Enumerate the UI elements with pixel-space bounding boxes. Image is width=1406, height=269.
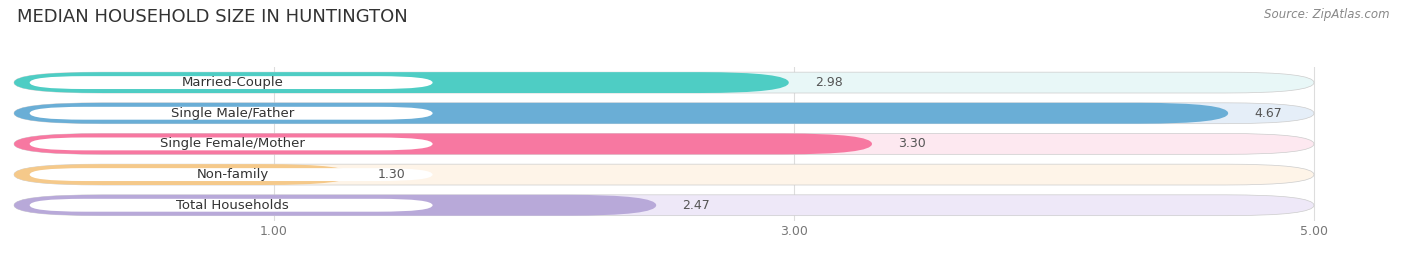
FancyBboxPatch shape — [14, 164, 1315, 185]
Text: Single Female/Mother: Single Female/Mother — [160, 137, 305, 150]
Text: 1.30: 1.30 — [378, 168, 406, 181]
Text: 4.67: 4.67 — [1254, 107, 1282, 120]
Text: 2.47: 2.47 — [682, 199, 710, 212]
Text: 3.30: 3.30 — [898, 137, 925, 150]
Text: Non-family: Non-family — [197, 168, 269, 181]
FancyBboxPatch shape — [14, 133, 1315, 154]
FancyBboxPatch shape — [14, 133, 872, 154]
FancyBboxPatch shape — [14, 195, 657, 216]
Text: Total Households: Total Households — [176, 199, 288, 212]
Text: MEDIAN HOUSEHOLD SIZE IN HUNTINGTON: MEDIAN HOUSEHOLD SIZE IN HUNTINGTON — [17, 8, 408, 26]
FancyBboxPatch shape — [14, 72, 1315, 93]
FancyBboxPatch shape — [30, 107, 433, 120]
FancyBboxPatch shape — [14, 72, 789, 93]
Text: Source: ZipAtlas.com: Source: ZipAtlas.com — [1264, 8, 1389, 21]
Text: Married-Couple: Married-Couple — [181, 76, 284, 89]
FancyBboxPatch shape — [30, 76, 433, 89]
Text: 2.98: 2.98 — [815, 76, 842, 89]
FancyBboxPatch shape — [30, 137, 433, 150]
FancyBboxPatch shape — [30, 199, 433, 212]
FancyBboxPatch shape — [14, 103, 1229, 124]
FancyBboxPatch shape — [14, 164, 352, 185]
FancyBboxPatch shape — [14, 103, 1315, 124]
Text: Single Male/Father: Single Male/Father — [170, 107, 294, 120]
FancyBboxPatch shape — [14, 195, 1315, 216]
FancyBboxPatch shape — [30, 168, 433, 181]
